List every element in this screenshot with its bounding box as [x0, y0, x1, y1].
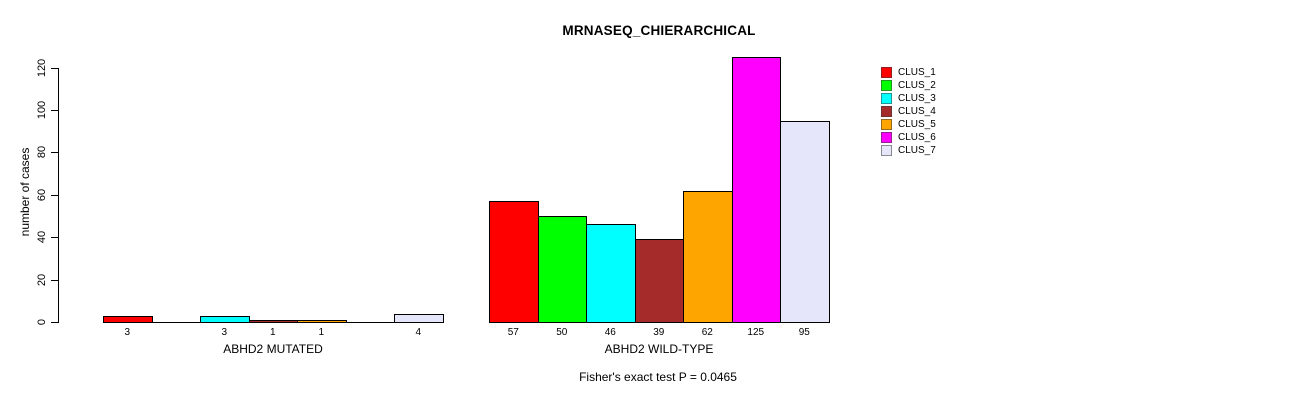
legend-swatch — [881, 119, 892, 130]
chart-title: MRNASEQ_CHIERARCHICAL — [562, 23, 756, 38]
bar-clus_5 — [297, 319, 347, 323]
legend-item: CLUS_4 — [881, 105, 936, 118]
y-axis-label: number of cases — [18, 147, 32, 237]
y-axis-line — [58, 67, 59, 323]
legend-label: CLUS_1 — [898, 67, 936, 78]
y-tick-label: 120 — [36, 58, 48, 77]
legend-item: CLUS_7 — [881, 144, 936, 157]
bar-value-label: 3 — [124, 327, 131, 338]
y-tick-label: 100 — [36, 100, 48, 120]
bar-clus_5 — [683, 190, 733, 323]
bar-clus_4 — [634, 239, 684, 323]
bar-clus_7 — [780, 120, 830, 323]
legend-item: CLUS_2 — [881, 79, 936, 92]
bar-value-label: 1 — [318, 327, 325, 338]
bar-value-label: 125 — [747, 327, 765, 338]
legend-item: CLUS_1 — [881, 66, 936, 79]
legend-swatch — [881, 106, 892, 117]
legend-swatch — [881, 67, 892, 78]
y-tick — [51, 152, 58, 154]
legend-swatch — [881, 132, 892, 143]
bar-value-label: 95 — [798, 327, 810, 338]
bar-clus_1 — [103, 315, 153, 323]
legend-swatch — [881, 93, 892, 104]
legend-item: CLUS_6 — [881, 131, 936, 144]
group-label-mutated: ABHD2 MUTATED — [223, 342, 323, 356]
bar-clus_7 — [394, 313, 444, 323]
y-tick-label: 60 — [36, 188, 48, 201]
legend-label: CLUS_7 — [898, 145, 936, 156]
y-tick — [51, 279, 58, 281]
legend-label: CLUS_4 — [898, 106, 936, 117]
y-tick-label: 0 — [36, 318, 48, 326]
y-tick-label: 20 — [36, 273, 48, 286]
bar-value-label: 46 — [604, 327, 616, 338]
y-tick — [51, 194, 58, 196]
bar-clus_6 — [731, 57, 781, 323]
bar-value-label: 39 — [653, 327, 665, 338]
fisher-test-annotation: Fisher's exact test P = 0.0465 — [579, 370, 737, 384]
legend-label: CLUS_6 — [898, 132, 936, 143]
group-label-wildtype: ABHD2 WILD-TYPE — [604, 342, 714, 356]
legend: CLUS_1 CLUS_2 CLUS_3 CLUS_4 CLUS_5 CLUS_6 CLUS… — [881, 66, 936, 157]
bar-clus_3 — [586, 224, 636, 323]
bar-value-label: 3 — [221, 327, 228, 338]
y-tick — [51, 110, 58, 111]
legend-item: CLUS_5 — [881, 118, 936, 131]
legend-item: CLUS_3 — [881, 92, 936, 105]
y-tick-label: 40 — [36, 231, 48, 244]
legend-swatch — [881, 145, 892, 156]
y-tick-label: 80 — [36, 146, 48, 159]
legend-label: CLUS_3 — [898, 93, 936, 104]
y-tick — [51, 67, 58, 69]
legend-label: CLUS_5 — [898, 119, 936, 130]
bar-clus_1 — [489, 201, 539, 323]
legend-label: CLUS_2 — [898, 80, 936, 91]
y-tick — [51, 322, 58, 323]
bar-value-label: 4 — [415, 327, 422, 338]
bar-value-label: 57 — [507, 327, 519, 338]
bar-clus_3 — [200, 315, 250, 323]
legend-swatch — [881, 80, 892, 91]
bar-value-label: 50 — [556, 327, 568, 338]
y-tick — [51, 237, 58, 239]
bar-clus_4 — [248, 319, 298, 323]
bar-clus_2 — [537, 216, 587, 323]
bar-value-label: 1 — [269, 327, 276, 338]
bar-value-label: 62 — [701, 327, 713, 338]
